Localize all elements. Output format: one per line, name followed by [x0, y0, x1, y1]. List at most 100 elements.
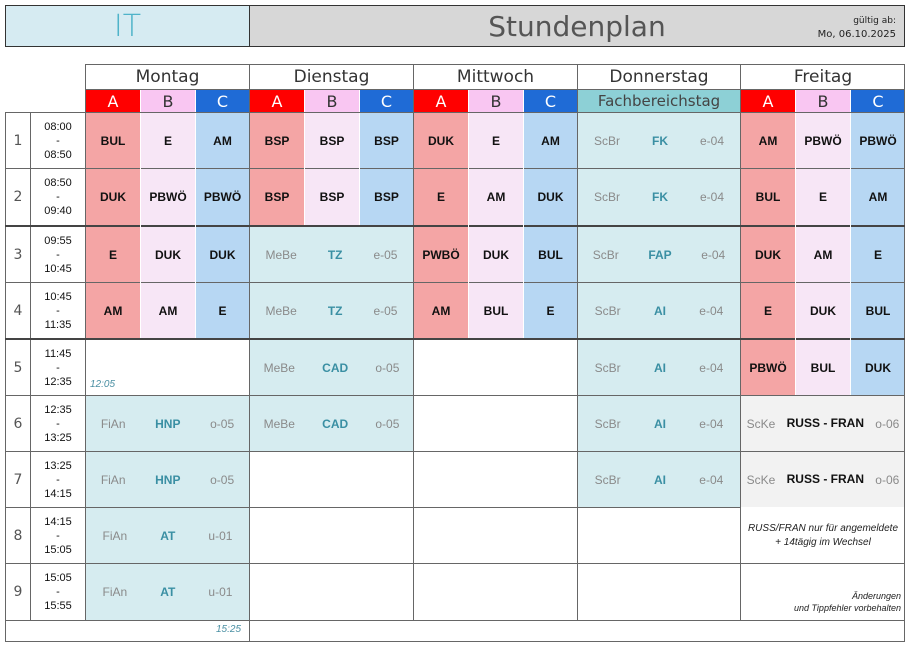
group-c-mittwoch: C	[524, 90, 577, 112]
mi-4-a: AM	[414, 283, 468, 338]
do-3: ScBr FAP e-04	[578, 227, 740, 282]
teacher: FiAn	[102, 585, 128, 599]
lesson-number: 1	[13, 132, 23, 149]
fr-3-c: E	[851, 227, 905, 282]
montag-early-end: 12:05	[90, 379, 116, 390]
mo-8: FiAn AT u-01	[86, 508, 249, 563]
lesson-time-sep: -	[56, 248, 60, 261]
group-b-montag: B	[141, 90, 195, 112]
teacher: ScBr	[592, 247, 619, 262]
disclaimer: Änderungen und Tippfehler vorbehalten	[745, 590, 901, 614]
lesson-time-sep: -	[56, 191, 60, 203]
lesson-number: 5	[13, 359, 23, 376]
room: u-01	[208, 585, 233, 599]
mi-1-b: E	[469, 113, 523, 168]
day-donnerstag: Donnerstag	[609, 67, 709, 87]
subject-fran: FRAN	[830, 416, 864, 430]
fr-2-a: BUL	[741, 169, 795, 225]
mi-2-a: E	[414, 169, 468, 225]
group-c-montag: C	[196, 90, 249, 112]
mo-3-a: E	[86, 227, 140, 282]
mi-2-c: DUK	[524, 169, 577, 225]
valid-date: Mo, 06.10.2025	[817, 29, 896, 40]
lesson-time-sep: -	[56, 417, 60, 430]
lesson-time-end: 13:25	[44, 431, 72, 444]
lesson-time-end: 14:15	[44, 487, 72, 500]
di-1-a: BSP	[250, 113, 304, 168]
lesson-time-sep: -	[56, 304, 60, 317]
room: e-04	[699, 360, 724, 375]
lesson-number: 2	[13, 189, 23, 205]
lesson-time-end: 15:55	[44, 600, 72, 612]
subject: FAP	[648, 247, 672, 262]
mo-3-c: DUK	[196, 227, 249, 282]
lesson-time-end: 11:35	[44, 318, 72, 331]
mi-4-c: E	[524, 283, 577, 338]
mo-2-a: DUK	[86, 169, 140, 225]
disclaimer-line1: Änderungen	[851, 591, 901, 601]
subject: CAD	[322, 360, 349, 375]
teacher: ScBr	[594, 360, 621, 375]
lesson-number: 4	[13, 302, 23, 319]
room: o-05	[375, 416, 400, 431]
lesson-time-end: 08:50	[44, 148, 72, 161]
di-4: MeBe TZ e-05	[250, 283, 413, 338]
subject-russ: RUSS	[786, 416, 820, 430]
mi-1-a: DUK	[414, 113, 468, 168]
lesson-time: 10:45-11:35	[31, 283, 85, 338]
lesson-time-start: 10:45	[44, 290, 72, 303]
teacher: ScKe	[746, 416, 776, 431]
lesson-time-sep: -	[56, 586, 60, 598]
mo-4-c: E	[196, 283, 249, 338]
teacher: ScBr	[594, 416, 621, 431]
subject: AI	[653, 472, 666, 487]
room: e-04	[699, 133, 724, 148]
di-5: MeBe CAD o-05	[250, 340, 413, 395]
teacher: FiAn	[102, 528, 128, 543]
di-2-c: BSP	[360, 169, 413, 225]
subject: CAD	[322, 416, 349, 431]
lesson-time-start: 14:15	[44, 515, 72, 528]
group-c-freitag: C	[851, 90, 905, 112]
di-3: MeBe TZ e-05	[250, 227, 413, 282]
teacher: MeBe	[263, 416, 295, 431]
room: o-05	[375, 360, 400, 375]
fr-6: ScKe RUSS - FRAN o-06	[741, 396, 905, 451]
montag-late-end: 15:25	[216, 624, 242, 635]
lesson-number: 6	[13, 415, 23, 432]
lesson-time: 08:50 - 09:40	[31, 169, 85, 225]
subject-sep: -	[823, 472, 828, 486]
lesson-time-start: 15:05	[44, 572, 72, 584]
lesson-time-end: 12:35	[44, 375, 72, 388]
group-b-mittwoch: B	[469, 90, 523, 112]
mo-6: FiAn HNP o-05	[86, 396, 249, 451]
group-a-dienstag: A	[250, 90, 304, 112]
valid-label: gültig ab:	[853, 16, 896, 26]
lesson-time: 08:00-08:50	[31, 113, 85, 168]
teacher: FiAn	[100, 416, 126, 431]
di-1-b: BSP	[305, 113, 359, 168]
mo-4-b: AM	[141, 283, 195, 338]
mi-3-c: BUL	[524, 227, 577, 282]
teacher: ScBr	[593, 190, 620, 204]
room: e-04	[699, 416, 724, 431]
subject: AI	[653, 303, 666, 318]
title-text: Stundenplan	[488, 9, 666, 43]
lesson-number: 8	[13, 527, 23, 544]
fr-7: ScKe RUSS - FRAN o-06	[741, 452, 905, 507]
room: o-06	[875, 416, 900, 431]
lesson-time-sep: -	[56, 473, 60, 486]
day-mittwoch: Mittwoch	[456, 67, 535, 87]
subject: AI	[653, 416, 666, 431]
mo-7: FiAn HNP o-05	[86, 452, 249, 507]
mi-1-c: AM	[524, 113, 577, 168]
lesson-time-start: 09:55	[44, 234, 72, 247]
page-title: Stundenplan gültig ab: Mo, 06.10.2025	[250, 5, 905, 47]
group-a-freitag: A	[741, 90, 795, 112]
do-1: ScBr FK e-04	[578, 113, 740, 168]
teacher: ScBr	[594, 472, 621, 487]
mi-3-b: DUK	[469, 227, 523, 282]
subject: TZ	[327, 303, 343, 318]
lesson-time: 09:55-10:45	[31, 227, 85, 282]
